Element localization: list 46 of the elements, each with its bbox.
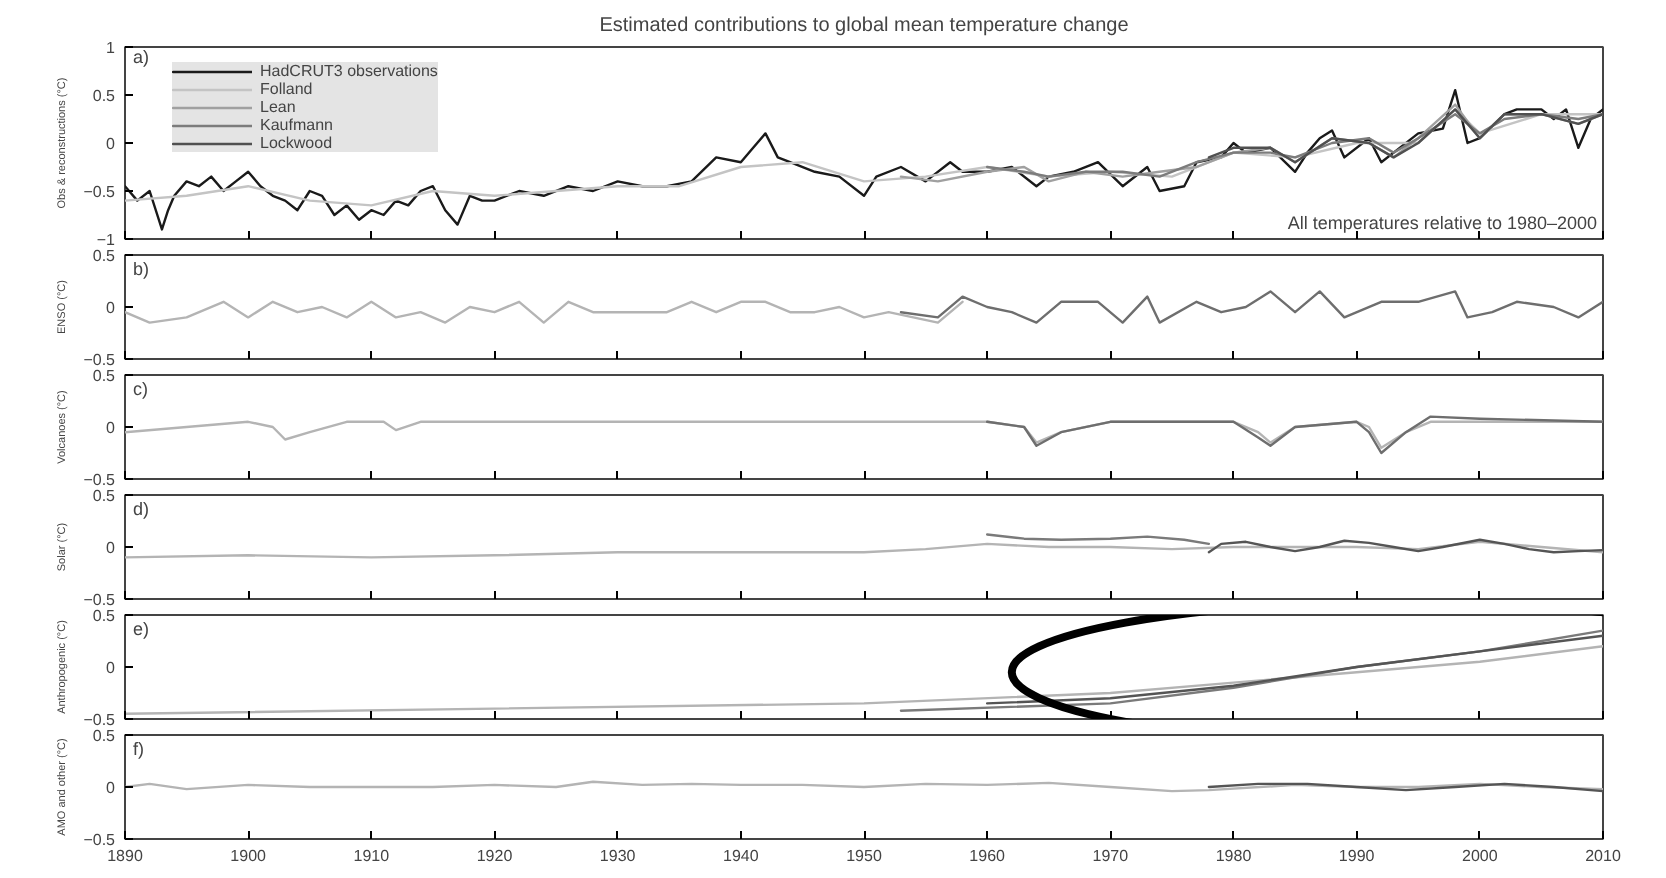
- y-tick-label: 0: [106, 539, 117, 557]
- y-tick-label: 0: [106, 419, 117, 437]
- x-tick-label: 1950: [846, 847, 883, 865]
- legend-label: Lean: [260, 98, 298, 116]
- y-tick-label: 0: [106, 779, 117, 797]
- x-tick-label: 1970: [1092, 847, 1130, 865]
- y-tick-label: 0.5: [92, 87, 117, 105]
- annotation: f): [133, 739, 144, 759]
- legend-label: Lockwood: [260, 134, 333, 152]
- x-tick-label: 2010: [1585, 847, 1622, 865]
- annotation: b): [133, 259, 150, 279]
- y-tick-label: 0: [106, 135, 117, 153]
- x-tick-label: 1940: [723, 847, 760, 865]
- y-tick-label: 0.5: [92, 487, 117, 505]
- x-tick-label: 1890: [107, 847, 144, 865]
- y-tick-label: −1: [96, 231, 117, 249]
- y-tick-label: 0: [106, 659, 117, 677]
- y-tick-label: −0.5: [83, 183, 117, 201]
- y-tick-label: −0.5: [83, 831, 117, 849]
- x-tick-label: 1980: [1215, 847, 1253, 865]
- y-tick-label: 0.5: [92, 727, 117, 745]
- legend-label: HadCRUT3 observations: [260, 62, 438, 80]
- x-tick-label: 1960: [969, 847, 1007, 865]
- y-tick-label: 0.5: [92, 607, 117, 625]
- legend-label: Folland: [260, 80, 313, 98]
- legend-label: Kaufmann: [260, 116, 333, 134]
- y-tick-label: 1: [106, 39, 117, 57]
- annotation: All temperatures relative to 1980–2000: [1287, 213, 1598, 233]
- x-tick-label: 1910: [353, 847, 391, 865]
- y-tick-label: 0.5: [92, 247, 117, 265]
- annotation: d): [133, 499, 150, 519]
- x-tick-label: 1930: [599, 847, 637, 865]
- y-tick-label: −0.5: [83, 711, 117, 729]
- x-tick-label: 2000: [1462, 847, 1499, 865]
- annotation: c): [133, 379, 148, 399]
- x-tick-label: 1990: [1338, 847, 1376, 865]
- x-tick-label: 1900: [230, 847, 268, 865]
- annotation: e): [133, 619, 150, 639]
- x-tick-label: 1920: [476, 847, 514, 865]
- y-tick-label: −0.5: [83, 351, 117, 369]
- y-tick-label: 0.5: [92, 367, 117, 385]
- y-tick-label: 0: [106, 299, 117, 317]
- y-tick-label: −0.5: [83, 471, 117, 489]
- y-tick-label: −0.5: [83, 591, 117, 609]
- annotation: a): [133, 47, 150, 67]
- chart-title: Estimated contributions to global mean temperature change: [599, 15, 1130, 37]
